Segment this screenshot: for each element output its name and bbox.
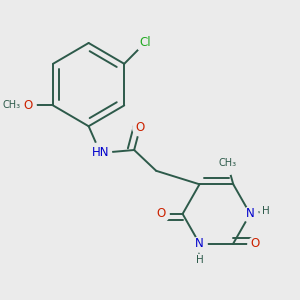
- Text: O: O: [23, 99, 33, 112]
- Text: CH₃: CH₃: [3, 100, 21, 110]
- Text: H: H: [262, 206, 270, 216]
- Text: O: O: [135, 121, 145, 134]
- Text: O: O: [156, 207, 165, 220]
- Text: HN: HN: [92, 146, 109, 160]
- Text: O: O: [251, 237, 260, 250]
- Text: Cl: Cl: [140, 36, 151, 49]
- Text: H: H: [196, 255, 203, 265]
- Text: N: N: [246, 207, 254, 220]
- Text: CH₃: CH₃: [218, 158, 236, 169]
- Text: N: N: [195, 237, 204, 250]
